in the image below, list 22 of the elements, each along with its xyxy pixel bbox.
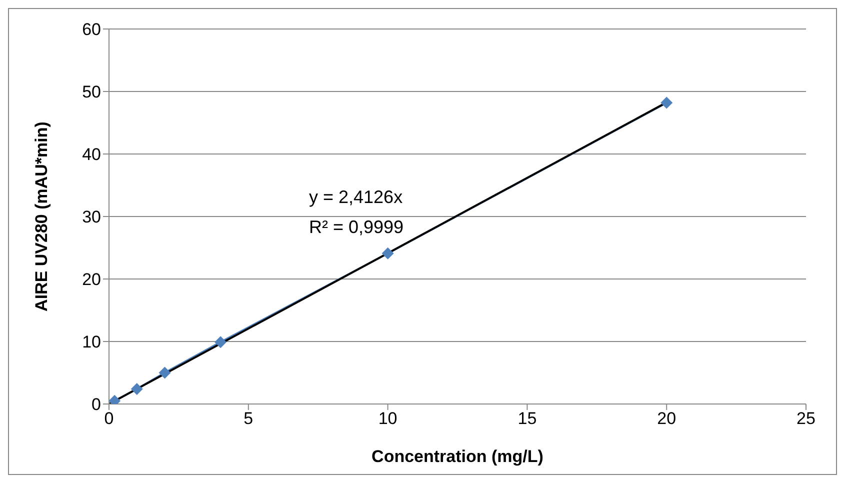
- x-tick-label: 25: [796, 409, 816, 428]
- x-tick-label: 20: [657, 409, 676, 428]
- x-tick-label: 15: [518, 409, 537, 428]
- point: [382, 247, 394, 260]
- point: [158, 366, 171, 379]
- y-tick-label: 60: [82, 20, 101, 40]
- point: [660, 96, 673, 109]
- y-tick-label: 10: [82, 332, 101, 352]
- y-tick-label: 40: [82, 145, 101, 164]
- x-tick-label: 10: [378, 409, 398, 428]
- x-tick-label: 5: [244, 409, 254, 428]
- annotation: y = 2,4126x: [309, 187, 403, 208]
- x-axis-title: Concentration (mg/L): [372, 447, 544, 466]
- point: [214, 336, 227, 348]
- annotation: R² = 0,9999: [309, 217, 404, 238]
- y-tick-label: 50: [82, 82, 101, 102]
- y-tick-label: 30: [82, 208, 101, 227]
- x-tick-label: 0: [104, 409, 114, 428]
- y-tick-label: 0: [92, 395, 101, 414]
- y-axis-title: AIRE UV280 (mAU*min): [32, 122, 52, 312]
- point: [130, 383, 143, 395]
- y-tick-label: 20: [82, 270, 101, 290]
